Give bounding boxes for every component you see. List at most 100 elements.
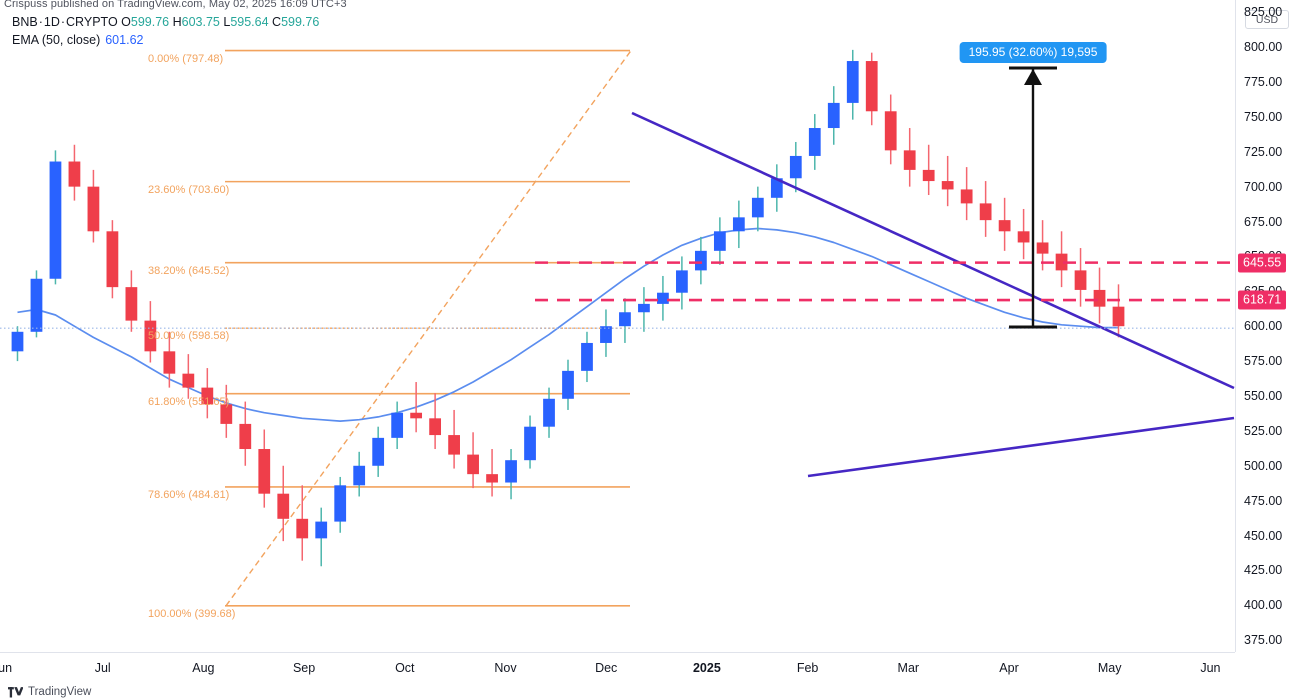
price-tick: 775.00	[1244, 74, 1283, 89]
price-tick: 450.00	[1244, 528, 1283, 543]
legend-sep-2: ·	[60, 15, 66, 29]
ema-50-line	[17, 227, 1119, 422]
time-tick: 2025	[692, 661, 721, 675]
time-tick: May	[1097, 661, 1122, 675]
time-tick: Aug	[192, 661, 215, 675]
candlestick	[998, 197, 1011, 251]
candlestick	[979, 181, 992, 237]
fibonacci-level-label: 23.60% (703.60)	[148, 183, 230, 196]
fibonacci-level-label: 38.20% (645.52)	[148, 264, 230, 277]
candlestick	[676, 256, 688, 310]
candlestick	[106, 220, 119, 299]
candlestick	[846, 49, 859, 120]
tradingview-logo-icon	[8, 686, 23, 697]
candlestick	[68, 144, 81, 201]
candlestick	[619, 298, 631, 343]
candlestick	[884, 94, 897, 165]
price-tick: 800.00	[1244, 40, 1283, 55]
candlestick	[334, 476, 347, 533]
candlestick	[448, 409, 460, 469]
fibonacci-level-label: 78.60% (484.81)	[148, 488, 230, 501]
legend-interval[interactable]: 1D	[43, 15, 60, 29]
chart-plot-area[interactable]: 0.00% (797.48) 23.60% (703.60) 38.20% (645…	[0, 8, 1235, 650]
candlestick	[562, 359, 574, 410]
ema-line-group	[17, 227, 1119, 422]
legend-sep-1: ·	[38, 15, 43, 29]
candlestick	[429, 393, 442, 450]
candlestick	[258, 429, 271, 508]
candlestick	[1017, 208, 1030, 260]
candlestick	[713, 217, 726, 265]
price-level-tag[interactable]: 618.71	[1238, 290, 1287, 310]
price-tick: 550.00	[1244, 388, 1283, 403]
candlestick	[732, 200, 745, 249]
candlestick	[410, 382, 423, 433]
candlestick	[1093, 267, 1106, 324]
candlestick	[827, 86, 840, 145]
trendlines-group	[631, 111, 1235, 478]
legend-ema-value: 601.62	[105, 33, 144, 47]
candlestick	[277, 465, 290, 542]
legend-high-label: H	[172, 15, 182, 29]
price-tick: 500.00	[1244, 458, 1283, 473]
ascending-trendline	[807, 416, 1235, 478]
candlestick	[353, 451, 366, 497]
candlestick	[239, 401, 252, 466]
candlestick	[808, 114, 821, 170]
candlestick	[922, 144, 935, 196]
attribution-text: Crispuss published on TradingView.com, M…	[4, 0, 347, 10]
tradingview-brand: TradingView	[28, 686, 92, 698]
fibonacci-level-label: 50.00% (598.58)	[148, 330, 230, 343]
candlestick	[315, 507, 328, 567]
candlestick	[581, 331, 593, 383]
candlestick	[201, 368, 214, 419]
candlestick	[391, 401, 404, 450]
time-tick: Oct	[395, 661, 415, 675]
price-axis[interactable]: USD 825.00 800.00 775.00 750.00 725.00 700.00…	[1235, 0, 1300, 652]
candlestick	[486, 449, 498, 497]
candlestick	[87, 169, 100, 243]
candlestick	[1074, 248, 1087, 307]
candlestick	[30, 270, 43, 338]
price-tick: 375.00	[1244, 633, 1283, 648]
legend-close-value: 599.76	[281, 15, 320, 29]
time-tick: Sep	[292, 661, 316, 675]
descending-trendline	[631, 111, 1235, 390]
candlestick	[372, 426, 385, 477]
legend-symbol[interactable]: BNB	[12, 15, 38, 29]
candlestick	[789, 141, 802, 193]
candlestick	[467, 432, 479, 489]
price-tick: 600.00	[1244, 319, 1283, 334]
candlestick	[220, 384, 233, 438]
legend-open-value: 599.76	[130, 15, 170, 29]
time-tick: Jul	[94, 661, 111, 675]
candlestick	[941, 155, 954, 207]
price-tick: 425.00	[1244, 563, 1283, 578]
price-level-tag[interactable]: 645.55	[1238, 253, 1287, 273]
time-tick: Nov	[494, 661, 517, 675]
candlestick	[960, 167, 973, 221]
candlestick	[770, 164, 783, 212]
time-tick: Jun	[0, 661, 13, 675]
legend-close-label: C	[272, 15, 282, 29]
candlestick	[865, 52, 878, 126]
candlestick	[49, 150, 62, 285]
currency-unit-badge[interactable]: USD	[1245, 10, 1289, 29]
candlestick	[11, 326, 24, 362]
legend-low-value: 595.64	[230, 15, 269, 29]
fibonacci-level-label: 100.00% (399.68)	[148, 607, 236, 620]
price-tick: 575.00	[1244, 354, 1283, 369]
tradingview-footer: TradingView	[8, 686, 91, 698]
measurement-badge[interactable]: 195.95 (32.60%) 19,595	[959, 42, 1107, 63]
time-tick: Feb	[796, 661, 819, 675]
legend-ema-name[interactable]: EMA (50, close)	[12, 33, 101, 47]
candlestick	[694, 236, 707, 285]
candlestick	[638, 287, 650, 332]
time-axis[interactable]: Jun Jul Aug Sep Oct Nov Dec 2025 Feb Mar Apr May Jun	[0, 652, 1235, 683]
candlestick	[751, 186, 764, 232]
candlestick	[1055, 231, 1068, 288]
candlestick	[296, 485, 309, 561]
price-tick: 525.00	[1244, 423, 1283, 438]
measurement-arrowhead	[1024, 69, 1042, 85]
